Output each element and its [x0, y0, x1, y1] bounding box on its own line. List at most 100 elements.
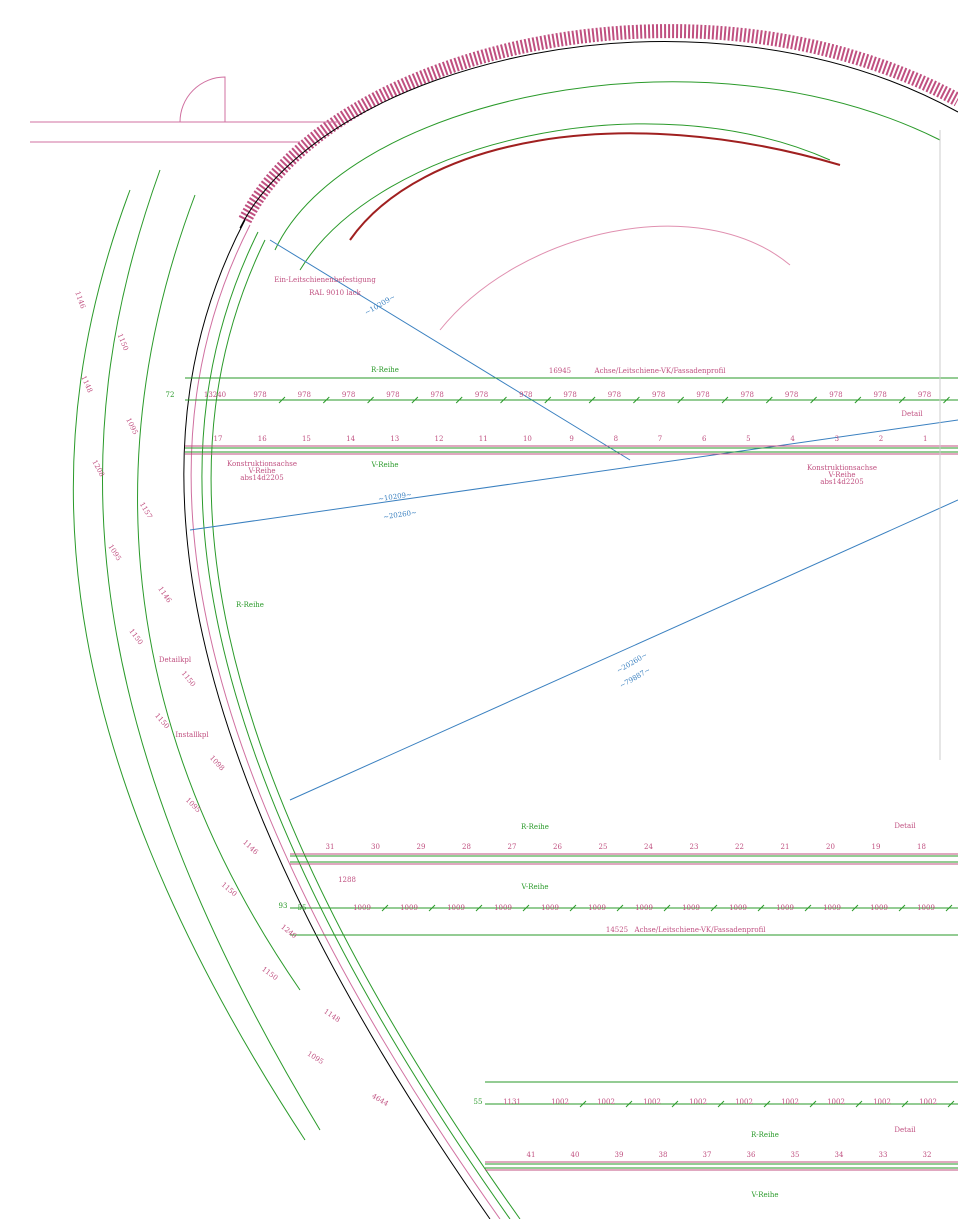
dim-label: 1009	[447, 904, 465, 912]
dim-tick	[428, 904, 436, 912]
seat-number: 39	[615, 1151, 624, 1159]
dim-total: 14525	[606, 926, 628, 934]
dim-label: 55	[298, 904, 307, 912]
dim-tick	[500, 396, 507, 404]
dim-tick	[810, 396, 817, 404]
dim-label: 1009	[353, 904, 371, 912]
radial-dim: 4644	[370, 1092, 390, 1108]
seat-number: 7	[658, 435, 662, 443]
dim-chain	[72, 189, 306, 1141]
annotation: Konstruktionsachse	[807, 464, 877, 472]
dim-tick	[522, 904, 530, 912]
annotation: Detailkpl	[159, 656, 192, 664]
dim-tick	[851, 904, 859, 912]
dim-label: 13240	[204, 391, 226, 399]
annotation: V-Reihe	[247, 467, 275, 475]
annotation: Ein-Leitschienenbefestigung	[274, 276, 376, 284]
seat-number: 18	[917, 843, 926, 851]
annotation: V-Reihe	[827, 471, 855, 479]
annotation: V-Reihe	[520, 883, 548, 891]
dim-tick	[855, 1100, 863, 1108]
seat-number: 24	[644, 843, 653, 851]
radial-dim: 1095	[124, 417, 139, 437]
dim-tick	[588, 396, 596, 404]
seat-number: 21	[781, 843, 790, 851]
seat-number: 2	[879, 435, 883, 443]
radial-dim: 1150	[127, 627, 144, 646]
dim-label: 978	[741, 391, 754, 399]
annotation: abs14d2205	[240, 474, 283, 482]
dim-tick	[945, 904, 953, 912]
seat-number: 36	[747, 1151, 756, 1159]
annotation: ~10209~	[378, 491, 413, 504]
seat-number: 38	[659, 1151, 668, 1159]
seat-number: 5	[746, 435, 750, 443]
dim-label: 1009	[635, 904, 653, 912]
radial-dim: 1208	[90, 459, 106, 478]
dim-tick	[854, 396, 862, 404]
wall	[183, 219, 491, 1219]
row-line	[185, 377, 958, 453]
dim-label: 978	[253, 391, 266, 399]
annotation: Installkpl	[175, 731, 209, 739]
dim-label: 978	[563, 391, 576, 399]
seat-number: 25	[599, 843, 608, 851]
dim-tick	[633, 396, 640, 404]
dim-tick	[367, 396, 374, 404]
radial-dim: 1150	[153, 712, 171, 731]
seat-number: 27	[508, 843, 517, 851]
dim-tick	[898, 904, 906, 912]
dim-tick	[809, 1100, 817, 1108]
annotation: V-Reihe	[370, 461, 398, 469]
platform	[349, 132, 841, 241]
seat-number: 41	[527, 1151, 536, 1159]
radial-dim: 1095	[106, 543, 122, 562]
dim-tick	[455, 396, 463, 404]
dim-tick	[322, 396, 330, 404]
radial-dim: 1157	[138, 501, 154, 520]
dim-label: 1009	[823, 904, 841, 912]
annotation: V-Reihe	[750, 1191, 778, 1199]
seat-number: 6	[702, 435, 707, 443]
dim-label: 1009	[682, 904, 700, 912]
seat-number: 32	[923, 1151, 932, 1159]
dim-tick	[763, 1100, 771, 1108]
seat-number: 10	[523, 435, 532, 443]
dim-tick	[947, 1100, 955, 1108]
fence	[30, 121, 340, 143]
geometry	[30, 24, 958, 1219]
dim-label: 978	[298, 391, 311, 399]
dim-label: 72	[166, 391, 175, 399]
row-rail	[185, 445, 958, 455]
dim-label: 1009	[870, 904, 888, 912]
row-rail	[290, 853, 958, 865]
annotation: R-Reihe	[521, 823, 549, 831]
dim-label: 93	[279, 902, 288, 910]
wall-inner	[190, 224, 501, 1219]
dim-tick	[710, 904, 718, 912]
annotation: abs14d2205	[820, 478, 863, 486]
seat-number: 16	[258, 435, 267, 443]
seat-number: 26	[553, 843, 562, 851]
dim-label: 978	[696, 391, 709, 399]
dim-tick	[671, 1100, 679, 1108]
axis-label: Achse/Leitschiene-VK/Fassadenprofil	[634, 926, 767, 934]
dim-label: 1002	[597, 1098, 615, 1106]
rail	[299, 123, 831, 271]
radial-dim: 1148	[79, 374, 94, 394]
dim-tick	[943, 396, 950, 404]
row-rail	[485, 1161, 958, 1171]
annotation: R-Reihe	[751, 1131, 779, 1139]
dim-tick	[804, 904, 812, 912]
seat-number: 34	[835, 1151, 844, 1159]
dim-label: 1002	[827, 1098, 845, 1106]
dim-label: 978	[785, 391, 798, 399]
seat-number: 8	[614, 435, 618, 443]
seat-number: 33	[879, 1151, 888, 1159]
row-line	[290, 855, 958, 936]
dim-tick	[475, 904, 483, 912]
radial-dim: 1150	[260, 965, 279, 982]
dim-label: 978	[918, 391, 931, 399]
dim-label: 1288	[338, 876, 356, 884]
